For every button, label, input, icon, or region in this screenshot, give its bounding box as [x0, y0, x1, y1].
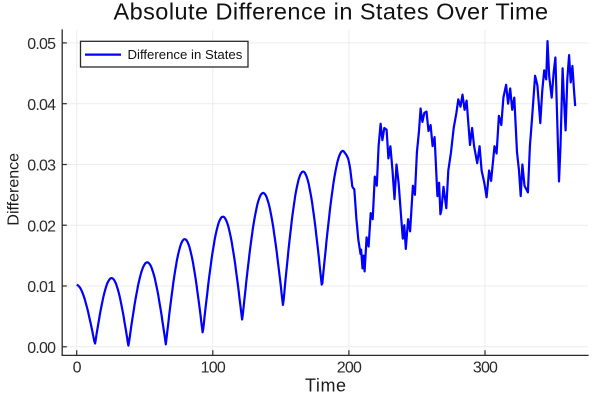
svg-text:0.04: 0.04: [27, 97, 56, 114]
svg-text:Time: Time: [305, 375, 347, 395]
svg-text:Difference in States: Difference in States: [128, 47, 243, 62]
svg-text:0.02: 0.02: [27, 218, 56, 235]
svg-text:0.05: 0.05: [27, 36, 56, 53]
svg-text:0: 0: [73, 360, 82, 377]
svg-text:0.01: 0.01: [27, 279, 56, 296]
svg-text:0.03: 0.03: [27, 158, 56, 175]
svg-text:200: 200: [337, 360, 362, 377]
svg-text:100: 100: [201, 360, 226, 377]
svg-text:Difference: Difference: [5, 153, 22, 226]
svg-text:300: 300: [473, 360, 498, 377]
svg-text:0.00: 0.00: [27, 340, 56, 357]
svg-text:Absolute Difference in States: Absolute Difference in States Over Time: [113, 0, 548, 25]
